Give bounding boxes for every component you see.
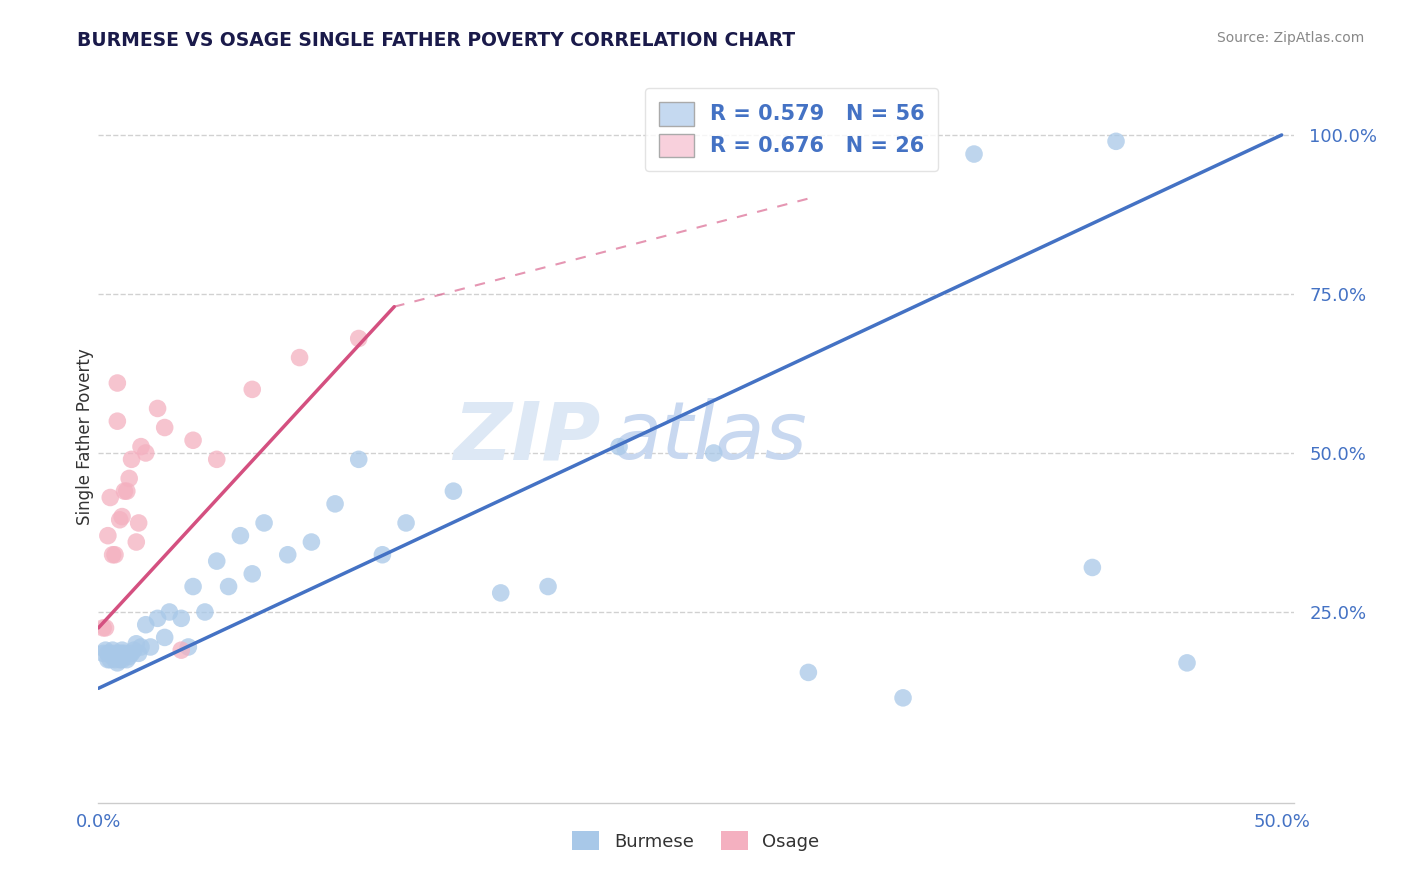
Point xyxy=(114,484,136,499)
Point xyxy=(194,605,217,619)
Point xyxy=(146,401,169,416)
Point xyxy=(129,640,152,654)
Point xyxy=(97,529,120,543)
Point xyxy=(114,646,136,660)
Point xyxy=(104,653,127,667)
Point xyxy=(395,516,418,530)
Point xyxy=(129,440,152,454)
Point xyxy=(1081,560,1104,574)
Point xyxy=(489,586,512,600)
Point xyxy=(157,605,180,619)
Point xyxy=(240,383,263,397)
Point xyxy=(347,331,370,345)
Point xyxy=(97,653,120,667)
Point xyxy=(118,471,141,485)
Point xyxy=(177,640,200,654)
Point xyxy=(205,452,228,467)
Point xyxy=(135,446,157,460)
Point xyxy=(101,548,124,562)
Point xyxy=(139,640,162,654)
Point xyxy=(94,621,117,635)
Point xyxy=(1105,134,1128,148)
Point xyxy=(98,646,121,660)
Point xyxy=(181,580,204,594)
Point xyxy=(323,497,346,511)
Point xyxy=(111,646,134,660)
Point xyxy=(91,621,114,635)
Point xyxy=(97,646,120,660)
Point xyxy=(105,376,128,390)
Point xyxy=(104,548,127,562)
Point xyxy=(240,566,263,581)
Point xyxy=(111,643,134,657)
Point xyxy=(101,643,124,657)
Point xyxy=(111,509,134,524)
Point xyxy=(253,516,276,530)
Point xyxy=(121,646,143,660)
Point xyxy=(153,631,176,645)
Point xyxy=(121,452,143,467)
Point xyxy=(108,513,131,527)
Point xyxy=(537,580,560,594)
Point xyxy=(441,484,464,499)
Point xyxy=(125,535,148,549)
Point xyxy=(170,643,193,657)
Text: BURMESE VS OSAGE SINGLE FATHER POVERTY CORRELATION CHART: BURMESE VS OSAGE SINGLE FATHER POVERTY C… xyxy=(77,31,796,50)
Point xyxy=(104,646,127,660)
Point xyxy=(122,643,145,657)
Point xyxy=(118,649,141,664)
Point xyxy=(108,646,131,660)
Point xyxy=(170,611,193,625)
Point xyxy=(146,611,169,625)
Point xyxy=(288,351,311,365)
Point xyxy=(115,653,138,667)
Point xyxy=(607,440,630,454)
Text: Source: ZipAtlas.com: Source: ZipAtlas.com xyxy=(1216,31,1364,45)
Point xyxy=(797,665,820,680)
Point xyxy=(299,535,322,549)
Point xyxy=(105,414,128,428)
Point xyxy=(105,649,128,664)
Point xyxy=(891,690,914,705)
Point xyxy=(128,516,150,530)
Point xyxy=(98,491,121,505)
Point xyxy=(277,548,299,562)
Point xyxy=(125,637,148,651)
Point xyxy=(91,646,114,660)
Text: atlas: atlas xyxy=(613,398,807,476)
Point xyxy=(98,653,121,667)
Point xyxy=(347,452,370,467)
Point xyxy=(108,653,131,667)
Point xyxy=(181,434,204,448)
Point xyxy=(218,580,240,594)
Point xyxy=(105,656,128,670)
Y-axis label: Single Father Poverty: Single Father Poverty xyxy=(76,349,94,525)
Point xyxy=(205,554,228,568)
Point xyxy=(153,420,176,434)
Point xyxy=(94,643,117,657)
Point xyxy=(1175,656,1198,670)
Point xyxy=(229,529,252,543)
Point xyxy=(101,649,124,664)
Text: ZIP: ZIP xyxy=(453,398,600,476)
Point xyxy=(963,147,986,161)
Point xyxy=(128,646,150,660)
Point xyxy=(115,484,138,499)
Legend: Burmese, Osage: Burmese, Osage xyxy=(564,822,828,860)
Point xyxy=(111,653,134,667)
Point xyxy=(703,446,725,460)
Point xyxy=(135,617,157,632)
Point xyxy=(371,548,394,562)
